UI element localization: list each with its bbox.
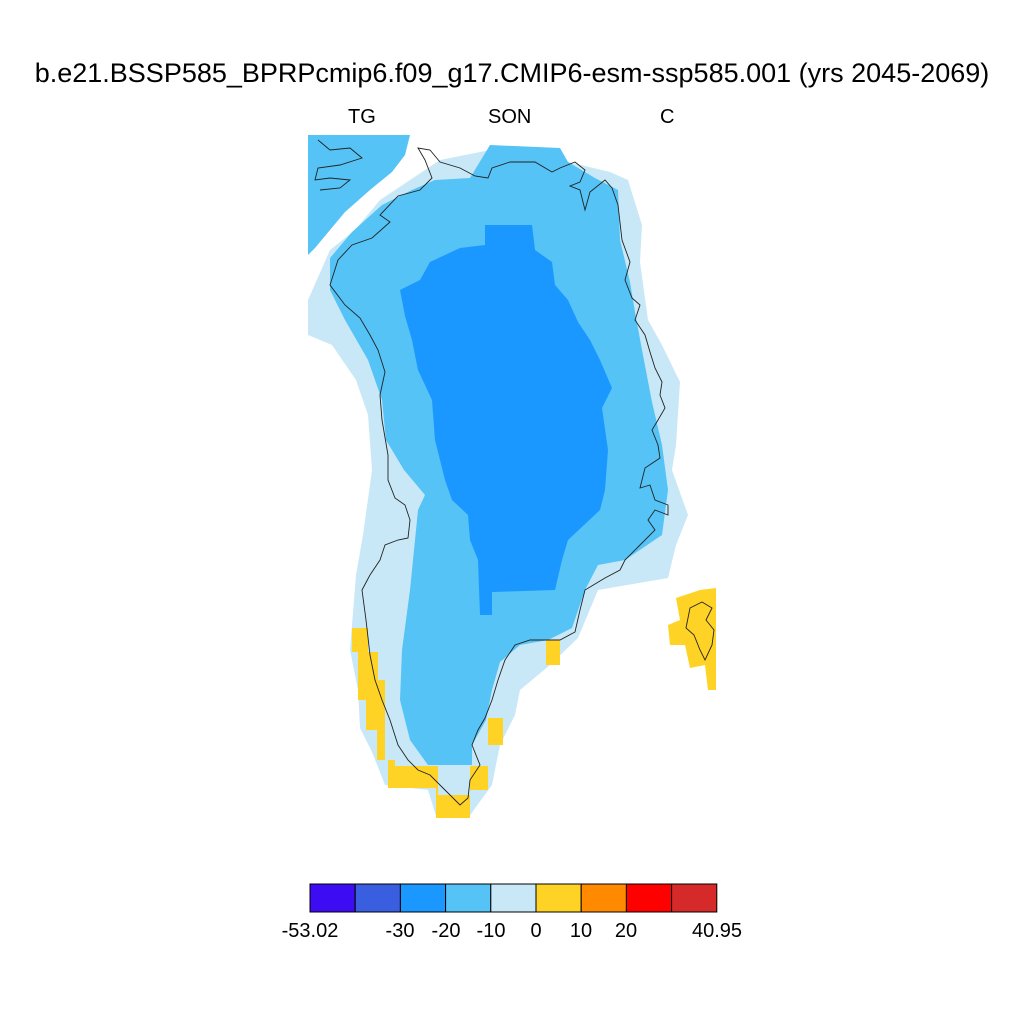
colorbar-tick-label: 0 [530, 920, 542, 942]
colorbar-box [399, 883, 447, 913]
coastline [314, 139, 669, 806]
colorbar-box [580, 883, 627, 913]
colorbar-tick-label: 20 [614, 920, 638, 942]
region-band-0-to-10 [470, 766, 488, 790]
subtitle-left: TG [348, 106, 376, 128]
colorbar-box [490, 883, 537, 913]
colorbar-tick-label: -53.02 [281, 920, 339, 942]
colorbar-tick-label: -10 [476, 920, 506, 942]
colorbar-box [354, 883, 401, 913]
coastline-east-island [685, 601, 715, 662]
region-band-0-to-10 [352, 628, 470, 818]
colorbar-tick-label: -20 [431, 920, 461, 942]
plot-title: b.e21.BSSP585_BPRPcmip6.f09_g17.CMIP6-es… [34, 58, 990, 88]
colorbar-box [309, 883, 356, 913]
colorbar-tick-label: 10 [569, 920, 593, 942]
region-band-neg20-to-neg30 [400, 225, 612, 615]
region-band-0-to-10 [668, 588, 716, 690]
region-band-0-to-10 [546, 640, 560, 665]
colorbar-box [671, 883, 718, 913]
subtitle-right: C [660, 106, 675, 128]
subtitle-center: SON [488, 106, 532, 128]
colorbar-box [445, 883, 492, 913]
colorbar-tick-label: 40.95 [691, 920, 743, 942]
colorbar-tick-label: -30 [385, 920, 415, 942]
region-band-neg10-to-neg20 [308, 135, 410, 255]
colorbar-box [535, 883, 582, 913]
colorbar-box [625, 883, 673, 913]
region-band-0-to-10 [488, 718, 503, 745]
colorbar [309, 883, 718, 913]
